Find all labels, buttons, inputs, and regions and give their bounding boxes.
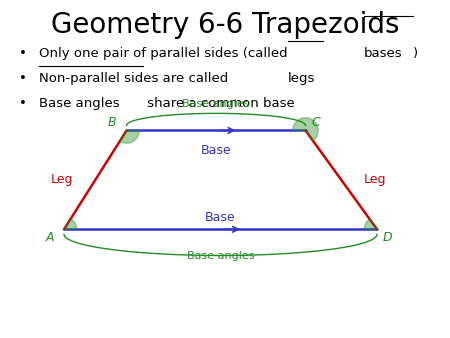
Text: •: • (19, 72, 27, 85)
Text: Base: Base (201, 144, 231, 157)
Text: A: A (45, 231, 54, 244)
Text: Non-parallel sides are called: Non-parallel sides are called (40, 72, 233, 85)
Text: share a common base: share a common base (143, 97, 295, 110)
Text: Leg: Leg (364, 173, 386, 186)
Polygon shape (120, 130, 140, 143)
Text: Leg: Leg (50, 173, 73, 186)
Text: legs: legs (288, 72, 315, 85)
Text: Base angles: Base angles (187, 251, 254, 261)
Text: B: B (108, 116, 117, 129)
Text: bases: bases (364, 47, 402, 60)
Text: ): ) (413, 47, 418, 60)
Polygon shape (293, 118, 318, 141)
Text: C: C (311, 116, 320, 129)
Polygon shape (64, 219, 76, 230)
Text: Base: Base (205, 211, 236, 224)
Text: •: • (19, 47, 27, 60)
Text: D: D (383, 231, 392, 244)
Polygon shape (364, 219, 377, 230)
Text: Base angles: Base angles (40, 97, 120, 110)
Text: Geometry 6-6 Trapezoids: Geometry 6-6 Trapezoids (51, 11, 399, 40)
Text: Only one pair of parallel sides (called: Only one pair of parallel sides (called (40, 47, 292, 60)
Text: Base angles: Base angles (182, 99, 250, 108)
Text: •: • (19, 97, 27, 110)
